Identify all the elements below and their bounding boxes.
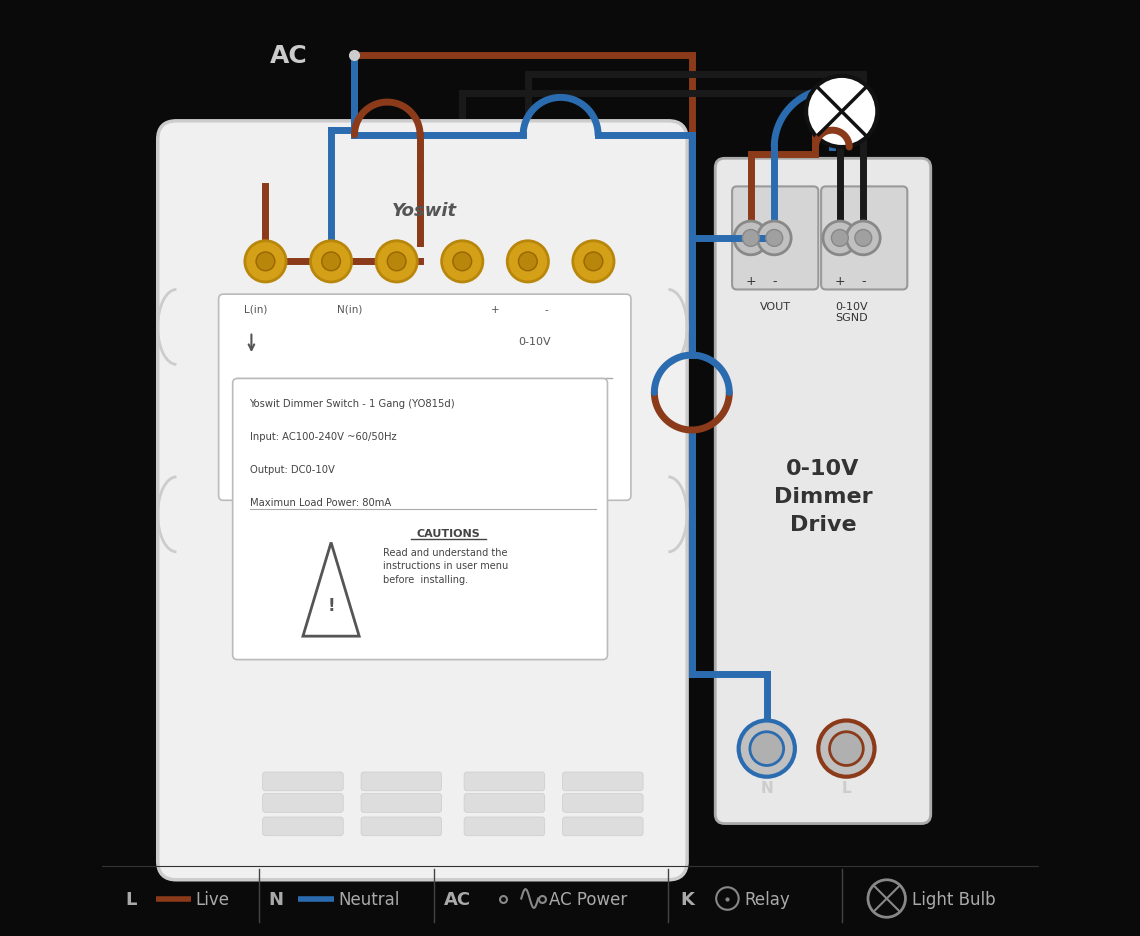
Text: Yoswit: Yoswit bbox=[392, 201, 457, 220]
FancyBboxPatch shape bbox=[361, 794, 441, 812]
Text: Maximun Load Power: 80mA: Maximun Load Power: 80mA bbox=[250, 497, 391, 507]
Text: -: - bbox=[861, 274, 865, 287]
FancyBboxPatch shape bbox=[262, 794, 343, 812]
FancyBboxPatch shape bbox=[464, 772, 545, 791]
Text: 0-10V
SGND: 0-10V SGND bbox=[834, 301, 868, 323]
Circle shape bbox=[310, 241, 351, 283]
FancyBboxPatch shape bbox=[361, 817, 441, 836]
Text: +: + bbox=[490, 304, 499, 314]
Circle shape bbox=[388, 253, 406, 271]
Circle shape bbox=[757, 222, 791, 256]
Text: L: L bbox=[125, 889, 137, 908]
Text: VOUT: VOUT bbox=[759, 301, 791, 312]
Text: CAUTIONS: CAUTIONS bbox=[416, 529, 480, 539]
Text: Live: Live bbox=[195, 889, 229, 908]
Circle shape bbox=[750, 732, 783, 766]
Text: Neutral: Neutral bbox=[339, 889, 400, 908]
FancyBboxPatch shape bbox=[262, 772, 343, 791]
Text: Relay: Relay bbox=[744, 889, 790, 908]
FancyBboxPatch shape bbox=[562, 772, 643, 791]
Circle shape bbox=[766, 230, 783, 247]
Text: Output: DC0-10V: Output: DC0-10V bbox=[250, 464, 334, 475]
FancyBboxPatch shape bbox=[821, 187, 907, 290]
Circle shape bbox=[739, 721, 795, 777]
FancyBboxPatch shape bbox=[233, 379, 608, 660]
FancyBboxPatch shape bbox=[562, 817, 643, 836]
FancyBboxPatch shape bbox=[562, 794, 643, 812]
Text: Light Bulb: Light Bulb bbox=[912, 889, 995, 908]
Text: -: - bbox=[545, 304, 548, 314]
Circle shape bbox=[376, 241, 417, 283]
Text: Input: AC100-240V ~60/50Hz: Input: AC100-240V ~60/50Hz bbox=[250, 431, 397, 442]
Circle shape bbox=[846, 222, 880, 256]
Circle shape bbox=[742, 230, 759, 247]
FancyBboxPatch shape bbox=[715, 159, 930, 824]
FancyBboxPatch shape bbox=[219, 295, 630, 501]
Circle shape bbox=[855, 230, 872, 247]
FancyBboxPatch shape bbox=[464, 817, 545, 836]
Circle shape bbox=[572, 241, 614, 283]
Text: L: L bbox=[841, 781, 852, 796]
FancyBboxPatch shape bbox=[464, 794, 545, 812]
Circle shape bbox=[819, 721, 874, 777]
Text: +: + bbox=[746, 274, 756, 287]
FancyBboxPatch shape bbox=[361, 772, 441, 791]
Text: -: - bbox=[772, 274, 776, 287]
FancyBboxPatch shape bbox=[262, 817, 343, 836]
Circle shape bbox=[321, 253, 341, 271]
Text: AC: AC bbox=[270, 44, 308, 68]
Text: AC Power: AC Power bbox=[549, 889, 628, 908]
Text: K: K bbox=[681, 889, 694, 908]
Circle shape bbox=[519, 253, 537, 271]
Text: L(in): L(in) bbox=[244, 304, 268, 314]
Circle shape bbox=[806, 77, 878, 148]
Text: N: N bbox=[268, 889, 283, 908]
Text: N: N bbox=[760, 781, 773, 796]
Circle shape bbox=[441, 241, 483, 283]
Circle shape bbox=[453, 253, 472, 271]
Text: 0-10V
Dimmer
Drive: 0-10V Dimmer Drive bbox=[774, 458, 872, 534]
Circle shape bbox=[245, 241, 286, 283]
Text: Read and understand the
instructions in user menu
before  installing.: Read and understand the instructions in … bbox=[383, 548, 507, 584]
Circle shape bbox=[584, 253, 603, 271]
Circle shape bbox=[734, 222, 767, 256]
Circle shape bbox=[256, 253, 275, 271]
Text: N(in): N(in) bbox=[337, 304, 363, 314]
Circle shape bbox=[830, 732, 863, 766]
Circle shape bbox=[507, 241, 548, 283]
Text: AC: AC bbox=[443, 889, 471, 908]
Circle shape bbox=[823, 222, 857, 256]
FancyBboxPatch shape bbox=[732, 187, 819, 290]
FancyBboxPatch shape bbox=[157, 122, 687, 880]
Text: !: ! bbox=[327, 596, 335, 615]
Text: +: + bbox=[834, 274, 845, 287]
Text: Yoswit Dimmer Switch - 1 Gang (YO815d): Yoswit Dimmer Switch - 1 Gang (YO815d) bbox=[250, 399, 455, 409]
Text: 0-10V: 0-10V bbox=[519, 337, 552, 347]
Circle shape bbox=[831, 230, 848, 247]
